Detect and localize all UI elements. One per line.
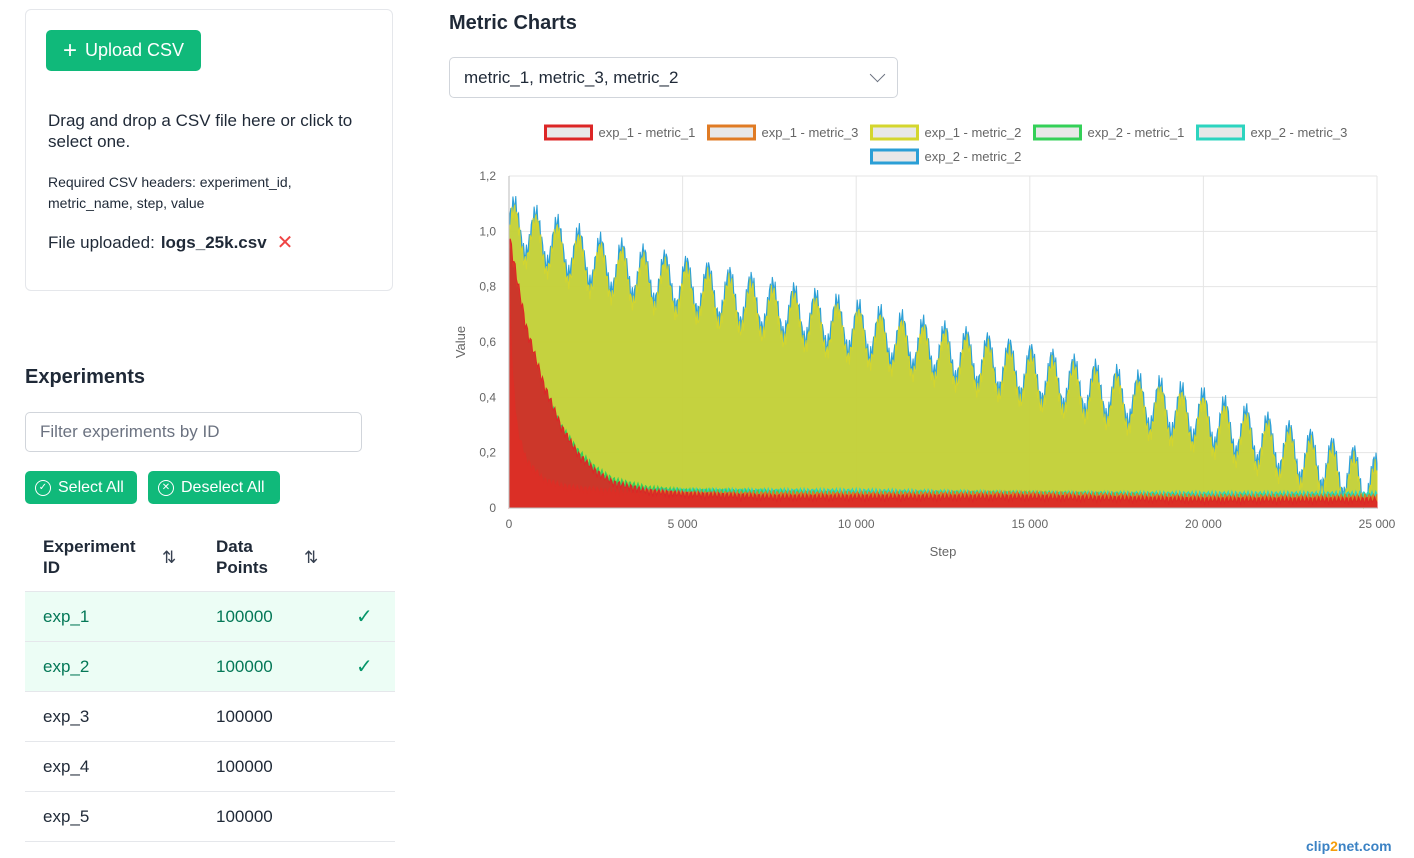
check-circle-icon: ✓	[35, 479, 51, 496]
experiment-id: exp_2	[43, 657, 90, 676]
upload-csv-button[interactable]: + Upload CSV	[46, 30, 201, 71]
experiment-id: exp_3	[43, 707, 90, 726]
upload-card[interactable]: + Upload CSV Drag and drop a CSV file he…	[25, 9, 393, 291]
plus-icon: +	[62, 36, 77, 64]
legend-label: exp_2 - metric_1	[1088, 125, 1185, 140]
data-points: 100000	[216, 707, 273, 726]
legend-swatch	[870, 124, 919, 141]
sort-icon[interactable]: ⇅	[304, 548, 319, 567]
data-points: 100000	[216, 757, 273, 776]
experiments-title: Experiments	[25, 366, 146, 388]
checkmark-icon: ✓	[356, 656, 373, 678]
checkmark-icon: ✓	[356, 606, 373, 628]
drop-instructions: Drag and drop a CSV file here or click t…	[48, 111, 353, 151]
metric-chart: exp_1 - metric_1 exp_1 - metric_3 exp_1 - …	[453, 124, 1396, 559]
upload-button-label: Upload CSV	[84, 40, 185, 60]
series-area-exp_1-metric_1	[508, 238, 1378, 509]
x-tick-label: 10 000	[838, 517, 875, 531]
legend-swatch	[707, 124, 756, 141]
x-tick-label: 25 000	[1359, 517, 1396, 531]
chevron-down-icon	[869, 66, 886, 83]
deselect-all-label: Deselect All	[181, 478, 265, 496]
y-tick-label: 0,4	[479, 390, 496, 404]
series-area-exp_1-metric_2	[508, 204, 1378, 510]
column-header-experiment-id[interactable]: Experiment ID	[43, 537, 136, 577]
chart-legend: exp_1 - metric_1 exp_1 - metric_3 exp_1 - …	[544, 124, 1348, 165]
select-all-button[interactable]: ✓ Select All	[25, 471, 137, 504]
x-tick-label: 0	[506, 517, 513, 531]
file-name: logs_25k.csv	[160, 232, 267, 252]
y-tick-label: 0,8	[479, 280, 496, 294]
experiments-table: Experiment ID ⇅ Data Points ⇅ exp_1 1000…	[25, 530, 395, 842]
y-tick-label: 0,2	[479, 446, 496, 460]
y-tick-label: 0	[489, 501, 496, 515]
legend-swatch	[1196, 124, 1245, 141]
table-header: Experiment ID ⇅ Data Points ⇅	[25, 530, 395, 592]
experiment-id: exp_5	[43, 807, 90, 826]
legend-swatch	[1033, 124, 1082, 141]
table-row[interactable]: exp_5 100000	[25, 792, 395, 842]
table-row[interactable]: exp_3 100000	[25, 692, 395, 742]
y-tick-label: 1,2	[479, 169, 496, 183]
experiment-id: exp_1	[43, 607, 90, 626]
table-row[interactable]: exp_4 100000	[25, 742, 395, 792]
chart-series-layer	[508, 196, 1378, 510]
y-axis-label: Value	[453, 326, 468, 358]
metric-select-dropdown[interactable]: metric_1, metric_3, metric_2	[449, 57, 898, 98]
legend-label: exp_2 - metric_3	[1251, 125, 1348, 140]
metric-select-value: metric_1, metric_3, metric_2	[464, 67, 679, 87]
y-tick-label: 0,6	[479, 335, 496, 349]
legend-label: exp_1 - metric_1	[599, 125, 696, 140]
sort-icon[interactable]: ⇅	[162, 548, 177, 567]
legend-swatch	[544, 124, 593, 141]
data-points: 100000	[216, 657, 273, 676]
legend-item[interactable]: exp_1 - metric_1	[544, 124, 696, 141]
legend-label: exp_1 - metric_3	[762, 125, 859, 140]
x-axis-label: Step	[930, 544, 957, 559]
x-circle-icon: ✕	[158, 479, 174, 496]
column-header-data-points[interactable]: Data Points	[216, 537, 268, 577]
experiment-filter-input[interactable]	[25, 412, 362, 452]
data-points: 100000	[216, 607, 273, 626]
legend-item[interactable]: exp_2 - metric_3	[1196, 124, 1348, 141]
metric-charts-title: Metric Charts	[449, 12, 577, 34]
table-row[interactable]: exp_1 100000 ✓	[25, 592, 395, 642]
x-tick-label: 20 000	[1185, 517, 1222, 531]
watermark: clip2net.com	[1306, 838, 1392, 854]
x-tick-label: 5 000	[668, 517, 698, 531]
legend-item[interactable]: exp_1 - metric_2	[870, 124, 1022, 141]
file-uploaded-line: File uploaded: logs_25k.csv ✕	[48, 230, 293, 255]
legend-swatch	[870, 148, 919, 165]
y-tick-label: 1,0	[479, 224, 496, 238]
x-tick-label: 15 000	[1011, 517, 1048, 531]
required-headers-text: Required CSV headers: experiment_id, met…	[48, 174, 292, 211]
table-row[interactable]: exp_2 100000 ✓	[25, 642, 395, 692]
legend-label: exp_1 - metric_2	[925, 125, 1022, 140]
deselect-all-button[interactable]: ✕ Deselect All	[148, 471, 280, 504]
close-icon[interactable]: ✕	[276, 232, 294, 254]
legend-item[interactable]: exp_2 - metric_1	[1033, 124, 1185, 141]
experiment-id: exp_4	[43, 757, 90, 776]
select-all-label: Select All	[58, 478, 124, 496]
legend-item[interactable]: exp_1 - metric_3	[707, 124, 859, 141]
file-uploaded-prefix: File uploaded:	[48, 232, 155, 252]
data-points: 100000	[216, 807, 273, 826]
legend-label: exp_2 - metric_2	[925, 149, 1022, 164]
legend-item[interactable]: exp_2 - metric_2	[870, 148, 1022, 165]
chart-axes: 0 0,2 0,4 0,6 0,8 1,0 1,2 0 5 000 10 000 15 000 20 …	[479, 169, 1395, 531]
